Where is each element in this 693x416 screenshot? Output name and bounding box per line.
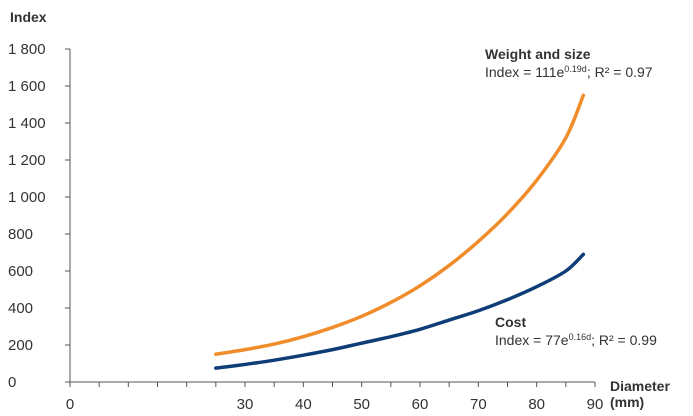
x-axis-title-line2: (mm) (610, 394, 644, 410)
x-tick-label: 60 (412, 396, 429, 413)
x-tick-label: 70 (470, 396, 487, 413)
equation-weight-and-size: Index = 111e0.19d; R² = 0.97 (485, 64, 653, 80)
y-tick-label: 1 800 (8, 41, 46, 58)
y-tick-label: 800 (8, 226, 33, 243)
tick-labels: 0 200 400 600 800 1 000 1 200 1 400 1 600 1 800 0 3… (8, 41, 603, 413)
x-tick-label: 0 (66, 396, 74, 413)
equation-weight-suffix: ; R² = 0.97 (587, 64, 653, 80)
y-tick-label: 200 (8, 337, 33, 354)
series-line-cost (214, 252, 586, 370)
x-tick-label: 90 (587, 396, 604, 413)
equation-weight-exponent: 0.19d (564, 64, 587, 74)
series-label-weight-and-size: Weight and size (485, 46, 591, 62)
x-axis-title: Diameter (mm) (610, 378, 674, 410)
y-tick-label: 1 600 (8, 78, 46, 95)
x-axis-title-line1: Diameter (610, 378, 670, 394)
y-tick-label: 1 400 (8, 115, 46, 132)
series-label-cost: Cost (495, 314, 526, 330)
y-tick-label: 1 000 (8, 189, 46, 206)
y-tick-label: 600 (8, 263, 33, 280)
x-tick-label: 50 (353, 396, 370, 413)
y-tick-label: 1 200 (8, 152, 46, 169)
x-tick-label: 40 (295, 396, 312, 413)
y-tick-label: 400 (8, 300, 33, 317)
y-axis-title: Index (10, 9, 47, 25)
equation-cost: Index = 77e0.16d; R² = 0.99 (495, 332, 657, 348)
series-line-weight-and-size (214, 93, 586, 356)
equation-weight-prefix: Index = 111e (485, 64, 564, 80)
equation-cost-prefix: Index = 77e (495, 332, 569, 348)
equation-cost-suffix: ; R² = 0.99 (591, 332, 657, 348)
x-tick-label: 30 (237, 396, 254, 413)
axes (65, 48, 596, 387)
equation-cost-exponent: 0.16d (569, 332, 592, 342)
y-tick-label: 0 (8, 374, 16, 391)
x-tick-label: 80 (528, 396, 545, 413)
series-lines (214, 93, 586, 370)
